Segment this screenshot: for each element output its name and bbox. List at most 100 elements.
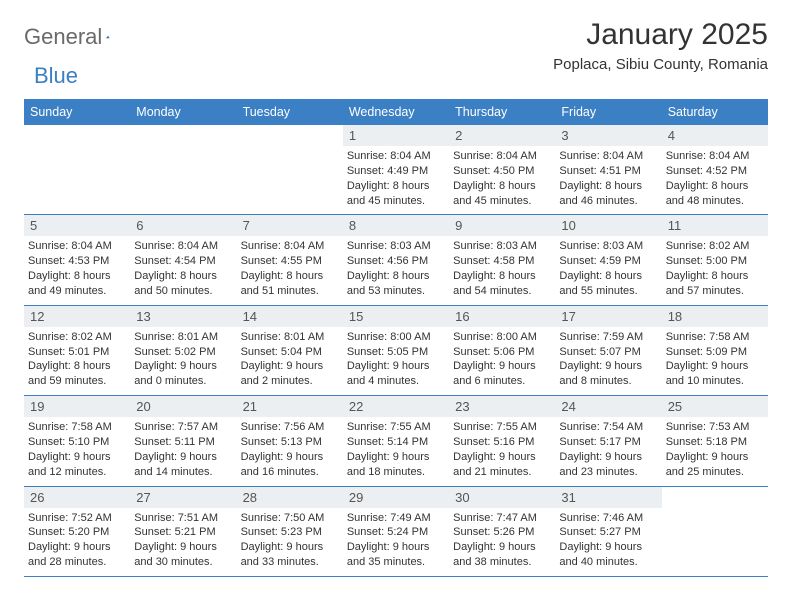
daylight-line: Daylight: 9 hours and 25 minutes. [666,450,764,480]
sunset-line: Sunset: 5:00 PM [666,254,764,269]
sunset-line: Sunset: 4:53 PM [28,254,126,269]
sunset-line: Sunset: 5:10 PM [28,435,126,450]
day-cell: 22Sunrise: 7:55 AMSunset: 5:14 PMDayligh… [343,396,449,485]
day-number: 6 [130,215,236,236]
daylight-line: Daylight: 9 hours and 21 minutes. [453,450,551,480]
sunset-line: Sunset: 5:26 PM [453,525,551,540]
day-details: Sunrise: 7:53 AMSunset: 5:18 PMDaylight:… [662,420,768,479]
day-cell: 28Sunrise: 7:50 AMSunset: 5:23 PMDayligh… [237,487,343,576]
sunrise-line: Sunrise: 8:03 AM [347,239,445,254]
weekday-header: Monday [130,99,236,125]
day-cell: 11 Sunrise: 8:02 AMSunset: 5:00 PMDayligh… [662,215,768,304]
day-details: Sunrise: 8:03 AMSunset: 4:56 PMDaylight:… [343,239,449,298]
daylight-line: Daylight: 8 hours and 49 minutes. [28,269,126,299]
sunrise-line: Sunrise: 8:01 AM [241,330,339,345]
sunrise-line: Sunrise: 7:47 AM [453,511,551,526]
day-number: 8 [343,215,449,236]
day-details: Sunrise: 7:46 AMSunset: 5:27 PMDaylight:… [555,511,661,570]
daylight-line: Daylight: 9 hours and 6 minutes. [453,359,551,389]
daylight-line: Daylight: 9 hours and 40 minutes. [559,540,657,570]
sunrise-line: Sunrise: 8:00 AM [453,330,551,345]
day-details: Sunrise: 7:50 AMSunset: 5:23 PMDaylight:… [237,511,343,570]
day-cell: 29Sunrise: 7:49 AMSunset: 5:24 PMDayligh… [343,487,449,576]
day-details: Sunrise: 8:02 AMSunset: 5:00 PMDaylight:… [662,239,768,298]
day-cell: 30Sunrise: 7:47 AMSunset: 5:26 PMDayligh… [449,487,555,576]
location: Poplaca, Sibiu County, Romania [553,56,768,73]
day-cell: 16Sunrise: 8:00 AMSunset: 5:06 PMDayligh… [449,306,555,395]
day-number: 11 [662,215,768,236]
sunrise-line: Sunrise: 8:03 AM [559,239,657,254]
week-row: 19Sunrise: 7:58 AMSunset: 5:10 PMDayligh… [24,396,768,486]
day-number: 5 [24,215,130,236]
day-details: Sunrise: 8:00 AMSunset: 5:05 PMDaylight:… [343,330,449,389]
logo-text-general: General [24,24,102,50]
sunset-line: Sunset: 4:51 PM [559,164,657,179]
sunset-line: Sunset: 5:07 PM [559,345,657,360]
sunset-line: Sunset: 4:59 PM [559,254,657,269]
sunset-line: Sunset: 5:23 PM [241,525,339,540]
daylight-line: Daylight: 9 hours and 2 minutes. [241,359,339,389]
week-row: 1Sunrise: 8:04 AMSunset: 4:49 PMDaylight… [24,125,768,215]
day-cell: 5 Sunrise: 8:04 AMSunset: 4:53 PMDaylight… [24,215,130,304]
sunset-line: Sunset: 5:17 PM [559,435,657,450]
day-cell: 9 Sunrise: 8:03 AMSunset: 4:58 PMDaylight… [449,215,555,304]
sunrise-line: Sunrise: 7:50 AM [241,511,339,526]
day-number: 30 [449,487,555,508]
day-number: 31 [555,487,661,508]
sunset-line: Sunset: 4:58 PM [453,254,551,269]
day-number: 23 [449,396,555,417]
sunrise-line: Sunrise: 7:46 AM [559,511,657,526]
day-details: Sunrise: 7:55 AMSunset: 5:14 PMDaylight:… [343,420,449,479]
sunset-line: Sunset: 5:04 PM [241,345,339,360]
day-cell: 2Sunrise: 8:04 AMSunset: 4:50 PMDaylight… [449,125,555,214]
day-number: 15 [343,306,449,327]
sunset-line: Sunset: 5:18 PM [666,435,764,450]
day-cell: 17Sunrise: 7:59 AMSunset: 5:07 PMDayligh… [555,306,661,395]
day-cell: 7Sunrise: 8:04 AMSunset: 4:55 PMDaylight… [237,215,343,304]
daylight-line: Daylight: 9 hours and 28 minutes. [28,540,126,570]
daylight-line: Daylight: 9 hours and 18 minutes. [347,450,445,480]
sunrise-line: Sunrise: 8:02 AM [28,330,126,345]
day-cell: 8 Sunrise: 8:03 AMSunset: 4:56 PMDaylight… [343,215,449,304]
day-cell: 21 Sunrise: 7:56 AMSunset: 5:13 PMDayligh… [237,396,343,485]
sunset-line: Sunset: 5:27 PM [559,525,657,540]
logo: General [24,18,130,50]
day-cell [662,487,768,576]
day-number: 18 [662,306,768,327]
sunset-line: Sunset: 5:01 PM [28,345,126,360]
day-number: 1 [343,125,449,146]
day-number: 12 [24,306,130,327]
sunrise-line: Sunrise: 7:58 AM [28,420,126,435]
day-number: 9 [449,215,555,236]
week-row: 12 Sunrise: 8:02 AMSunset: 5:01 PM Dayligh… [24,306,768,396]
sunrise-line: Sunrise: 8:04 AM [28,239,126,254]
daylight-line: Daylight: 8 hours and 51 minutes. [241,269,339,299]
day-details: Sunrise: 7:59 AMSunset: 5:07 PMDaylight:… [555,330,661,389]
sunrise-line: Sunrise: 7:59 AM [559,330,657,345]
day-details: Sunrise: 7:56 AMSunset: 5:13 PMDaylight:… [237,420,343,479]
sunrise-line: Sunrise: 7:57 AM [134,420,232,435]
day-number: 3 [555,125,661,146]
title-block: January 2025 Poplaca, Sibiu County, Roma… [553,18,768,73]
sunset-line: Sunset: 5:21 PM [134,525,232,540]
sunset-line: Sunset: 5:09 PM [666,345,764,360]
daylight-line: Daylight: 8 hours and 57 minutes. [666,269,764,299]
daylight-line: Daylight: 8 hours and 45 minutes. [453,179,551,209]
day-cell: 31 Sunrise: 7:46 AMSunset: 5:27 PMDayligh… [555,487,661,576]
daylight-line: Daylight: 9 hours and 10 minutes. [666,359,764,389]
sunrise-line: Sunrise: 8:04 AM [559,149,657,164]
sunset-line: Sunset: 5:11 PM [134,435,232,450]
sunrise-line: Sunrise: 8:04 AM [241,239,339,254]
sunrise-line: Sunrise: 8:04 AM [666,149,764,164]
daylight-line: Daylight: 9 hours and 16 minutes. [241,450,339,480]
day-cell: 1Sunrise: 8:04 AMSunset: 4:49 PMDaylight… [343,125,449,214]
daylight-line: Daylight: 8 hours and 50 minutes. [134,269,232,299]
daylight-line: Daylight: 9 hours and 0 minutes. [134,359,232,389]
day-number: 21 [237,396,343,417]
sunset-line: Sunset: 5:20 PM [28,525,126,540]
day-details: Sunrise: 8:03 AMSunset: 4:58 PMDaylight:… [449,239,555,298]
day-details: Sunrise: 7:58 AMSunset: 5:10 PMDaylight:… [24,420,130,479]
day-cell [130,125,236,214]
day-cell: 3Sunrise: 8:04 AMSunset: 4:51 PMDaylight… [555,125,661,214]
day-number: 24 [555,396,661,417]
